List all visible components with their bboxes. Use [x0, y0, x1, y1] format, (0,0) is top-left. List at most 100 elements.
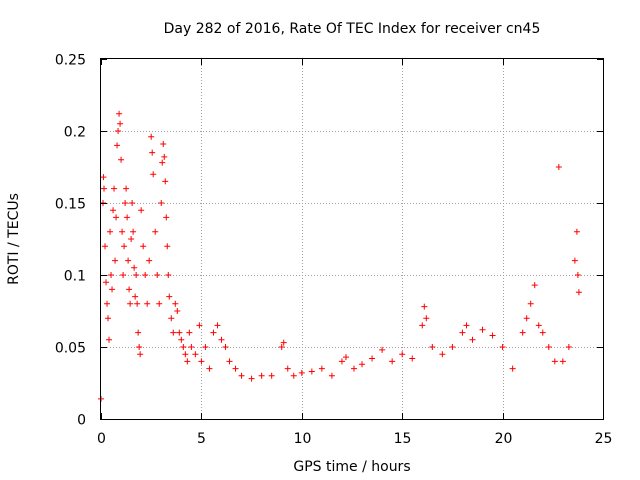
y-tick-label: 0.15 [55, 197, 86, 213]
data-point [121, 243, 128, 250]
data-point [469, 336, 476, 343]
data-point [162, 178, 169, 185]
data-point [359, 361, 366, 368]
data-point [112, 257, 119, 264]
data-point [342, 354, 349, 361]
data-point [389, 358, 396, 365]
data-point [146, 257, 153, 264]
y-axis-label: ROTI / TECUs [6, 193, 22, 285]
data-point [519, 329, 526, 336]
y-tick-label: 0.25 [55, 53, 86, 69]
data-point [178, 336, 185, 343]
data-point [135, 329, 142, 336]
data-point [136, 344, 143, 350]
data-point [210, 329, 217, 336]
data-point [134, 300, 141, 307]
data-point [268, 372, 275, 379]
data-point [423, 315, 430, 322]
data-point [129, 200, 136, 206]
data-point [449, 344, 456, 350]
data-point [439, 351, 446, 358]
data-point [539, 329, 546, 336]
data-point [198, 358, 205, 365]
data-point [338, 358, 345, 365]
data-point [535, 322, 542, 329]
data-point [298, 369, 305, 376]
data-point [142, 272, 149, 278]
data-point [575, 289, 582, 296]
data-point [122, 200, 129, 206]
data-point [421, 303, 428, 310]
data-point [168, 315, 175, 322]
data-point [101, 185, 108, 192]
data-point [128, 236, 135, 242]
data-point [170, 329, 177, 336]
data-point [154, 272, 161, 278]
data-point [531, 282, 538, 289]
data-point [186, 329, 193, 336]
data-point [308, 368, 315, 375]
data-point [126, 286, 133, 293]
data-point [429, 344, 436, 350]
data-point [105, 315, 112, 322]
x-tick-label: 10 [294, 431, 312, 447]
axis-tick-labels: 0 5 10 15 20 25 0 0.05 0.1 0.15 0.2 0.25 [55, 53, 613, 448]
x-tick-label: 15 [394, 431, 412, 447]
plot-frame [100, 58, 604, 420]
data-point [138, 207, 145, 214]
data-point [459, 329, 466, 336]
data-point [102, 243, 109, 250]
data-point [127, 300, 134, 307]
data-point [184, 358, 191, 365]
y-tick-label: 0 [77, 413, 86, 429]
data-point [523, 315, 530, 322]
data-point [574, 272, 581, 278]
grid [101, 59, 603, 419]
data-point [114, 142, 121, 149]
data-point [280, 339, 287, 346]
data-point [328, 372, 335, 379]
data-point [107, 228, 114, 235]
data-point [159, 159, 166, 166]
data-point [284, 365, 291, 372]
data-point [133, 272, 140, 278]
data-point [369, 355, 376, 362]
data-point [278, 344, 285, 350]
axis-ticks [101, 59, 604, 420]
data-point [351, 365, 358, 372]
data-point [176, 329, 183, 336]
data-point [113, 214, 120, 221]
data-point [119, 228, 126, 235]
data-point [419, 322, 426, 329]
data-point [158, 200, 165, 206]
data-point [125, 257, 132, 264]
data-point [117, 120, 124, 127]
data-point [132, 293, 139, 300]
data-point [106, 336, 113, 343]
data-point [463, 322, 470, 329]
data-point [318, 365, 325, 372]
data-point [109, 286, 116, 293]
data-point [165, 272, 172, 278]
data-point [206, 365, 213, 372]
data-point [182, 351, 189, 358]
data-point [118, 156, 125, 163]
data-point [409, 355, 416, 362]
data-point [571, 257, 578, 264]
data-point [573, 228, 580, 235]
data-point [111, 185, 118, 192]
data-point [527, 300, 534, 307]
data-point [551, 358, 558, 365]
data-point [499, 344, 506, 350]
data-point [100, 174, 107, 181]
data-point [399, 351, 406, 358]
data-point [120, 272, 127, 278]
data-point [163, 214, 170, 221]
data-point [149, 149, 156, 156]
data-point [172, 300, 179, 307]
data-point [489, 332, 496, 339]
data-point [110, 207, 117, 214]
data-point [226, 358, 233, 365]
data-point [164, 243, 171, 250]
